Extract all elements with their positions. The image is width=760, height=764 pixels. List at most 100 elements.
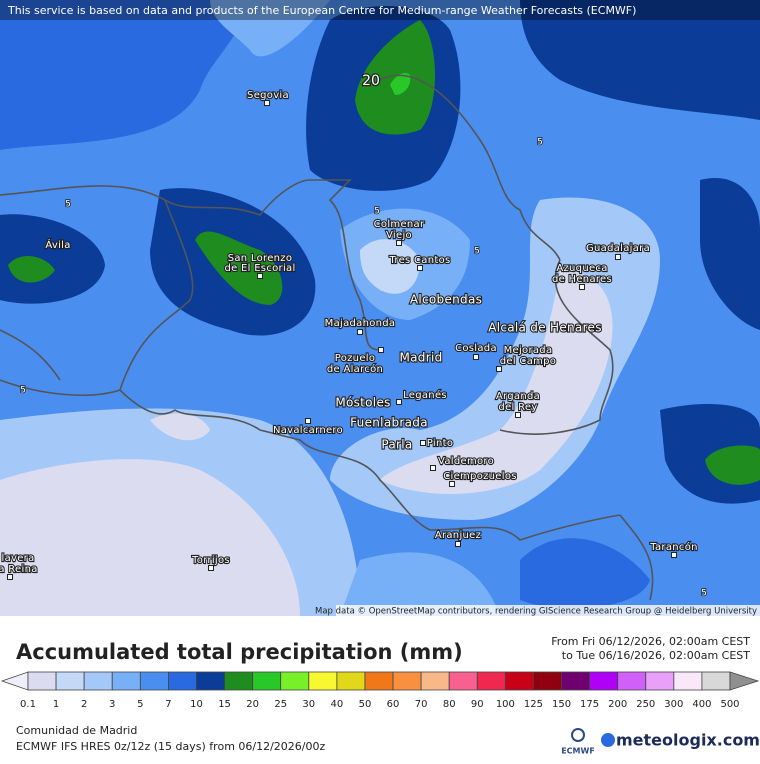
place-label: del Rey [498,402,537,413]
place-marker [378,347,384,353]
colorbar-label: 10 [190,699,203,710]
colorbar-swatch [27,671,57,691]
place-label: Arganda [496,391,540,402]
place-label: Azuqueca [556,263,607,274]
place-marker [305,418,311,424]
colorbar-swatch [476,671,506,691]
brand-logo [601,733,615,747]
place-label: Colmenar [374,219,425,230]
place-marker [579,284,585,290]
colorbar-label: 100 [496,699,515,710]
colorbar-label: 250 [636,699,655,710]
model-info: ECMWF IFS HRES 0z/12z (15 days) from 06/… [16,740,326,753]
contour-label: 5 [701,589,707,599]
colorbar-label: 20 [246,699,259,710]
place-marker [420,440,426,446]
place-marker [357,329,363,335]
place-marker [396,399,402,405]
colorbar-label: 30 [302,699,315,710]
colorbar-label: 70 [415,699,428,710]
colorbar-label: 60 [387,699,400,710]
colorbar: 0.1 1 2 3 5 7 10 15 20 25 30 40 50 60 70 80 90 100 125 150 1… [0,671,760,710]
colorbar-label: 300 [664,699,683,710]
ecmwf-label: ECMWF [561,747,595,756]
place-marker [7,574,13,580]
place-label: Aranjuez [435,530,481,541]
colorbar-label: 50 [359,699,372,710]
place-label: Leganés [403,389,447,401]
contour-labels: 20 5 5 5 5 5 5 [19,72,707,600]
legend-from: From Fri 06/12/2026, 02:00am CEST [551,635,750,648]
place-label: Móstoles [335,396,390,410]
place-label: Fuenlabrada [350,416,428,430]
colorbar-swatch [701,671,731,691]
colorbar-swatch [561,671,591,691]
place-label: Navalcarnero [273,425,343,436]
place-label: lavera [1,553,34,564]
notice: This service is based on data and produc… [7,4,636,17]
legend-to: to Tue 06/16/2026, 02:00am CEST [562,649,750,662]
colorbar-label: 2 [81,699,87,710]
colorbar-label: 175 [580,699,599,710]
place-marker [455,541,461,547]
place-marker [396,240,402,246]
colorbar-label: 400 [692,699,711,710]
contour-label: 20 [362,73,380,89]
place-label: Alcalá de Henares [488,321,602,335]
region: Comunidad de Madrid [16,724,137,737]
colorbar-label: 5 [137,699,143,710]
contour-label: 5 [65,200,71,210]
place-label: San Lorenzo [228,253,293,264]
contour-label: 5 [374,207,380,217]
notice-bar [0,0,760,20]
map [0,0,760,616]
place-label: Ávila [45,238,70,251]
place-marker [671,552,677,558]
place-marker [615,254,621,260]
place-label: Pinto [427,438,453,449]
colorbar-swatch [645,671,675,691]
contour-label: 5 [474,247,480,257]
colorbar-arrow [0,671,29,691]
place-label: Madrid [399,351,442,365]
place-label: Mejorada [504,345,553,356]
place-label: Alcobendas [410,293,482,307]
place-label: de Henares [552,274,612,285]
colorbar-swatch [139,671,169,691]
colorbar-label: 150 [552,699,571,710]
place-label: del Campo [500,356,556,367]
place-label: Viejo [386,230,412,241]
colorbar-label: 125 [524,699,543,710]
colorbar-label: 1 [53,699,59,710]
place-label: Tarancón [649,541,698,553]
place-label: Parla [381,438,412,452]
colorbar-label: 80 [443,699,456,710]
place-label: Guadalajara [586,243,650,254]
colorbar-swatch [336,671,366,691]
attribution: Map data © OpenStreetMap contributors, r… [315,607,757,617]
place-marker [257,273,263,279]
brand[interactable]: meteologix.com [616,731,760,750]
place-marker [496,366,502,372]
colorbar-label: 3 [109,699,115,710]
colorbar-swatch [252,671,282,691]
ecmwf-logo [571,728,585,742]
legend-title: Accumulated total precipitation (mm) [16,640,463,664]
colorbar-label: 500 [720,699,739,710]
colorbar-swatch [420,671,450,691]
colorbar-label: 90 [471,699,484,710]
place-label: Majadahonda [325,318,396,329]
place-label: Pozuelo [335,353,376,364]
place-marker [449,481,455,487]
place-marker [515,412,521,418]
colorbar-swatch [448,671,478,691]
colorbar-swatch [308,671,338,691]
contour-label: 5 [20,386,26,396]
place-marker [264,100,270,106]
place-label: Torrijos [191,555,230,566]
colorbar-swatch [392,671,422,691]
place-label: Segovia [247,90,289,101]
colorbar-swatch [504,671,534,691]
